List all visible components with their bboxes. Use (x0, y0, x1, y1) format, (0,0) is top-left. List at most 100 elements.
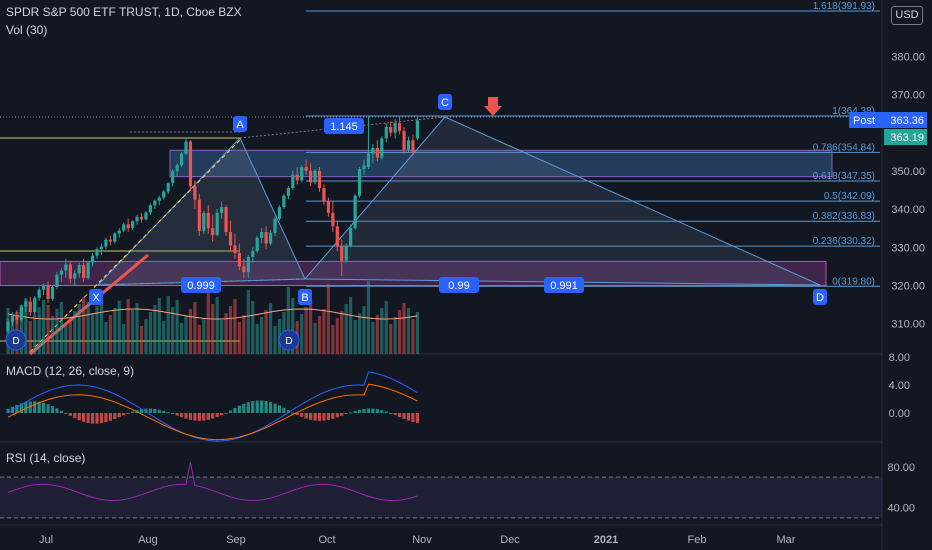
candle-body (59, 270, 63, 275)
time-tick-label: Aug (138, 534, 158, 546)
currency-button[interactable]: USD (891, 6, 923, 25)
time-tick-label: Feb (688, 534, 707, 546)
candle-body (233, 245, 237, 254)
macd-histogram-bar (90, 413, 95, 424)
macd-histogram-bar (184, 413, 188, 419)
volume-bar (268, 303, 273, 354)
candle-body (46, 285, 50, 299)
rsi-line (7, 462, 418, 502)
candle-body (415, 120, 419, 139)
ratio-badge (439, 277, 479, 293)
macd-histogram-bar (126, 413, 130, 414)
candle-body (366, 153, 371, 168)
volume-bar (33, 314, 37, 354)
volume-bar (304, 307, 308, 354)
volume-bars (6, 281, 419, 354)
candle-body (184, 141, 188, 154)
candle-body (104, 239, 108, 247)
point-badge (89, 289, 103, 305)
candle-body (64, 264, 68, 271)
volume-bar (148, 312, 152, 354)
macd-histogram-bar (326, 413, 330, 420)
volume-bar (166, 296, 170, 354)
candle-body (331, 212, 335, 227)
volume-bar (59, 302, 63, 354)
volume-bar (264, 310, 268, 354)
macd-histogram-bar (99, 413, 104, 424)
macd-histogram-bar (148, 408, 152, 413)
volume-bar (242, 315, 246, 354)
candle-body (282, 195, 286, 208)
volume-bar (224, 313, 228, 354)
candle-body (362, 165, 366, 169)
volume-bar (144, 319, 148, 354)
macd-histogram-bar (237, 405, 241, 413)
candle-body (82, 264, 86, 278)
volume-bar (220, 320, 224, 354)
volume-bar (402, 303, 406, 354)
candle-body (131, 221, 135, 229)
candle-body (255, 237, 259, 252)
candle-body (211, 228, 215, 236)
volume-bar (353, 320, 357, 354)
volume-bar (375, 315, 379, 354)
candle-body (10, 315, 15, 322)
point-label: B (301, 292, 308, 304)
rsi-pane[interactable] (0, 462, 882, 519)
candle-body (215, 212, 219, 236)
candle-body (357, 168, 362, 196)
candle-body (175, 165, 179, 171)
macd-histogram-bar (82, 413, 86, 422)
macd-histogram-bar (357, 409, 362, 413)
fib-label: 0(319.80) (832, 276, 875, 287)
macd-tick-label: 4.00 (889, 380, 910, 392)
macd-histogram-bar (384, 411, 388, 413)
volume-bar (286, 287, 290, 354)
volume-bar (139, 326, 144, 354)
candle-body (264, 232, 268, 244)
macd-histogram-bar (282, 407, 286, 413)
time-tick-label: Nov (412, 534, 432, 546)
candle-body (126, 224, 130, 229)
point-badge (233, 116, 247, 132)
volume-bar (193, 302, 197, 354)
volume-bar (335, 318, 339, 354)
macd-histogram-bar (131, 411, 135, 413)
candle-body (375, 147, 379, 158)
candle-body (42, 285, 46, 290)
post-label: Post (853, 115, 875, 127)
volume-bar (371, 322, 375, 354)
macd-pane[interactable] (6, 371, 419, 442)
candle-body (179, 153, 184, 166)
macd-histogram-bar (64, 413, 68, 414)
ratio-badge (181, 277, 221, 293)
candle-body (122, 224, 126, 231)
macd-histogram-bar (215, 413, 219, 418)
macd-histogram-bar (122, 413, 126, 416)
volume-bar (233, 299, 237, 354)
point-label: A (236, 119, 244, 131)
macd-histogram-bar (291, 412, 295, 414)
fib-label: 0.618(347.35) (813, 171, 875, 182)
macd-histogram-bar (277, 405, 282, 413)
volume-bar (19, 305, 23, 354)
point-label: C (441, 97, 449, 109)
macd-histogram-bar (411, 413, 415, 423)
candle-body (113, 233, 117, 242)
macd-histogram-bar (144, 408, 148, 413)
volume-bar (309, 300, 313, 354)
candle-body (322, 188, 326, 202)
volume-bar (50, 316, 55, 354)
macd-histogram-bar (366, 408, 371, 413)
candle-body (24, 301, 28, 307)
candle-body (295, 174, 299, 181)
volume-bar (90, 313, 95, 354)
macd-histogram-bar (19, 403, 23, 413)
macd-histogram-bar (104, 413, 108, 423)
fib-label: 0.786(354.84) (813, 142, 875, 153)
candle-body (162, 191, 166, 198)
macd-histogram-bar (68, 413, 72, 416)
macd-histogram-bar (171, 413, 175, 414)
volume-bar (357, 313, 362, 354)
